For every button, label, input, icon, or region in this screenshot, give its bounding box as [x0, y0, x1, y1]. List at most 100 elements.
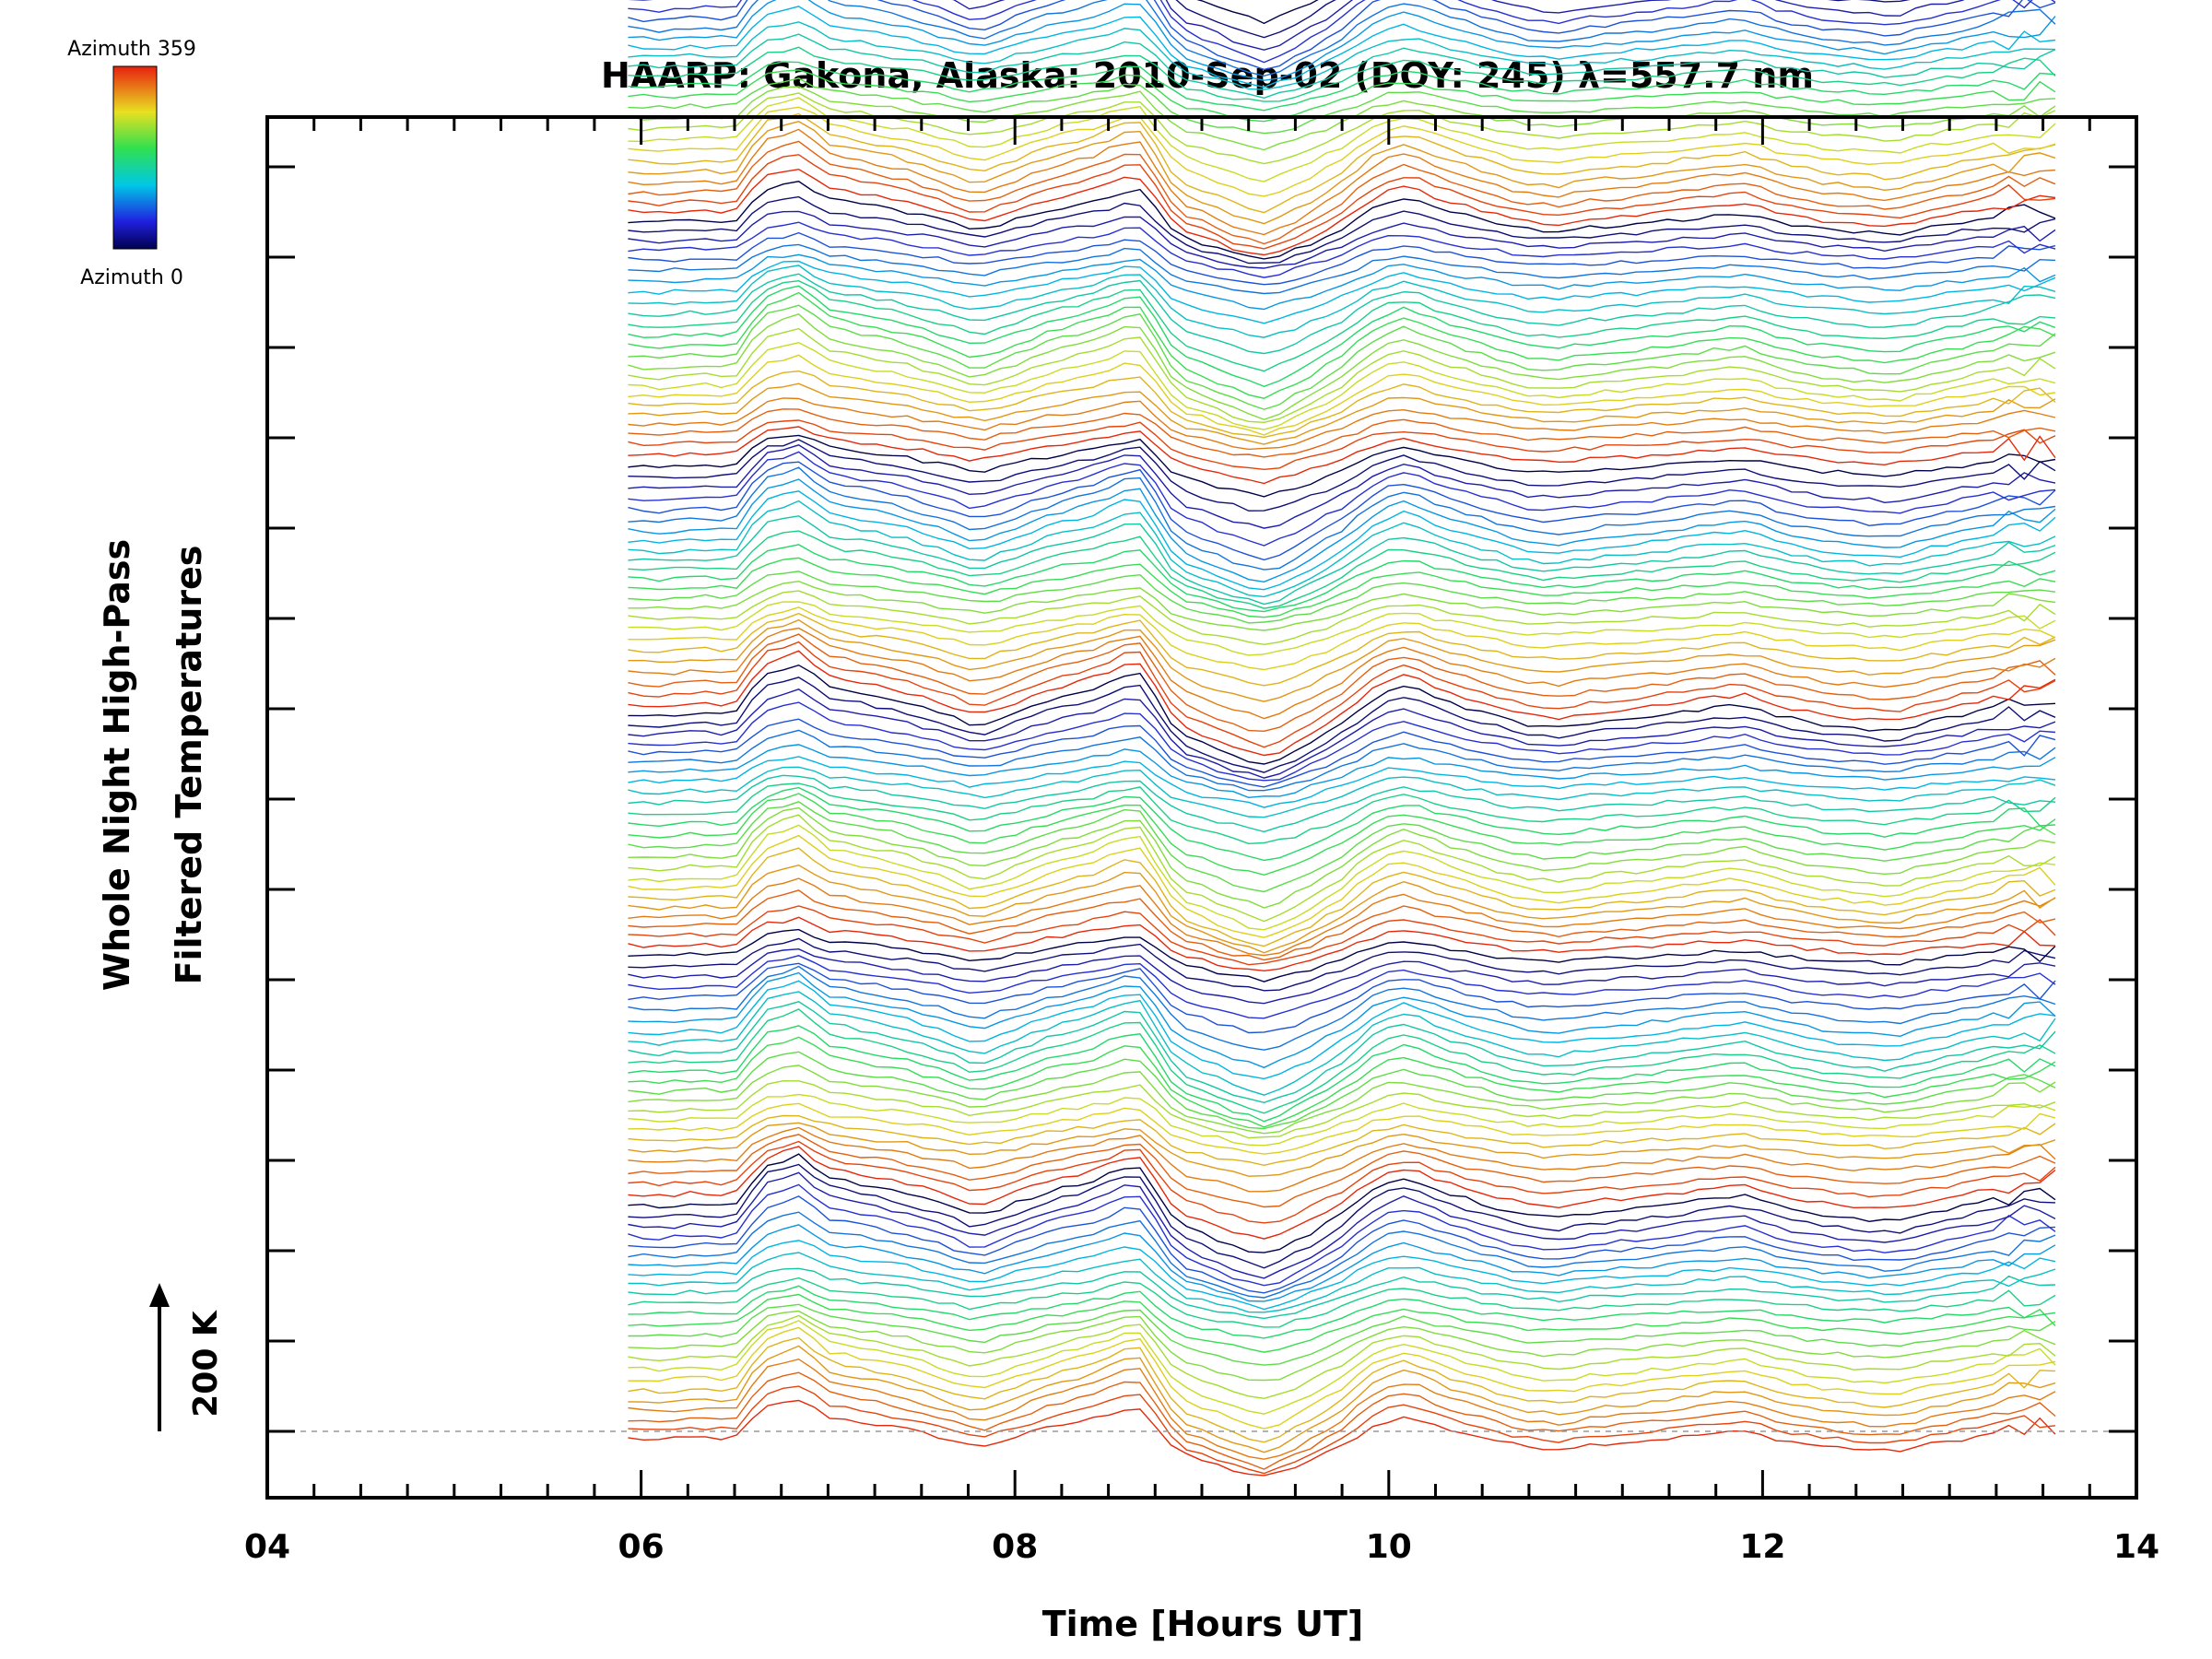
series-line — [628, 905, 2056, 966]
series-line — [628, 1326, 2056, 1430]
series-line — [628, 1051, 2056, 1130]
series-line — [628, 1285, 2056, 1339]
tick-layer: 04 06 08 10 12 14 — [244, 117, 2159, 1566]
series-line — [628, 1146, 2056, 1240]
x-tick-label: 06 — [618, 1528, 665, 1566]
series-line — [628, 718, 2056, 788]
series-line — [628, 955, 2056, 1019]
series-line — [628, 980, 2056, 1080]
series-line — [628, 1320, 2056, 1415]
series-line — [628, 606, 2056, 671]
series-line — [628, 490, 2056, 591]
series-line — [628, 1293, 2056, 1353]
series-line — [628, 106, 2056, 197]
series-line — [628, 1001, 2056, 1104]
series-line — [628, 1336, 2056, 1443]
series-line — [628, 864, 2056, 954]
series-line — [628, 618, 2056, 702]
series-line — [628, 500, 2056, 598]
colorbar-top-label: Azimuth 359 — [67, 38, 196, 61]
series-line — [628, 370, 2056, 439]
series-line — [628, 285, 2056, 388]
series-line — [628, 439, 2056, 512]
series-line — [628, 253, 2056, 311]
series-line — [628, 69, 2056, 123]
series-line — [628, 451, 2056, 547]
series-line — [628, 1122, 2056, 1177]
series-line — [628, 273, 2056, 355]
series-line — [628, 580, 2056, 631]
series-line — [628, 834, 2056, 938]
series-line — [628, 342, 2056, 430]
series-line — [628, 641, 2056, 748]
series-line — [628, 304, 2056, 410]
series-line — [628, 0, 2056, 64]
series-line — [628, 571, 2056, 624]
series-line — [628, 444, 2056, 529]
series-line — [628, 97, 2056, 182]
series-line — [628, 354, 2056, 436]
series-line — [628, 971, 2056, 1069]
series-line — [628, 243, 2056, 295]
series-line — [628, 1126, 2056, 1193]
series-line — [628, 664, 2056, 765]
series-line — [628, 1025, 2056, 1123]
series-line — [628, 688, 2056, 779]
series-line — [628, 1252, 2056, 1313]
series-line — [628, 756, 2056, 808]
series-line — [628, 313, 2056, 420]
series-line — [628, 1224, 2056, 1302]
series-line — [628, 1036, 2056, 1128]
series-line — [628, 1134, 2056, 1208]
series-line — [628, 1385, 2056, 1475]
series-line — [628, 801, 2056, 893]
series-line — [628, 1303, 2056, 1366]
scale-bar-label: 200 K — [187, 1310, 225, 1418]
series-line — [628, 806, 2056, 909]
series-line — [1175, 0, 1911, 39]
series-line — [628, 181, 2056, 260]
series-layer — [628, 0, 2056, 1477]
series-line — [628, 786, 2056, 862]
series-line — [628, 0, 2056, 77]
series-line — [628, 544, 2056, 613]
series-line — [628, 916, 2056, 972]
series-line — [628, 112, 2056, 214]
series-line — [628, 478, 2056, 583]
series-line — [628, 0, 2056, 81]
x-tick-label: 08 — [992, 1528, 1038, 1566]
series-line — [628, 633, 2056, 733]
series-line — [628, 260, 2056, 324]
series-line — [628, 947, 2056, 1005]
series-line — [628, 1371, 2056, 1470]
series-line — [628, 1211, 2056, 1299]
series-line — [628, 677, 2056, 773]
series-line — [628, 515, 2056, 606]
series-line — [628, 92, 2056, 165]
x-tick-label: 04 — [244, 1528, 290, 1566]
series-line — [628, 612, 2056, 687]
series-line — [628, 847, 2056, 947]
series-line — [628, 1008, 2056, 1114]
series-line — [628, 774, 2056, 833]
series-line — [628, 168, 2056, 256]
series-line — [628, 408, 2056, 458]
series-line — [628, 434, 2056, 498]
series-line — [628, 327, 2056, 424]
series-line — [628, 265, 2056, 338]
series-line — [628, 889, 2056, 961]
y-axis-label-line1: Whole Night High-Pass — [97, 539, 137, 991]
series-line — [628, 1171, 2056, 1279]
series-line — [628, 210, 2056, 269]
series-line — [628, 557, 2056, 618]
series-line — [628, 1183, 2056, 1287]
series-line — [628, 1277, 2056, 1328]
series-line — [628, 766, 2056, 818]
y-axis-label-line2: Filtered Temperatures — [169, 546, 209, 985]
series-line — [628, 1358, 2056, 1460]
colorbar-bottom-label: Azimuth 0 — [80, 266, 183, 289]
series-line — [628, 1240, 2056, 1311]
series-line — [628, 1314, 2056, 1400]
scale-bar: 200 K — [149, 1283, 225, 1431]
series-line — [628, 426, 2056, 485]
